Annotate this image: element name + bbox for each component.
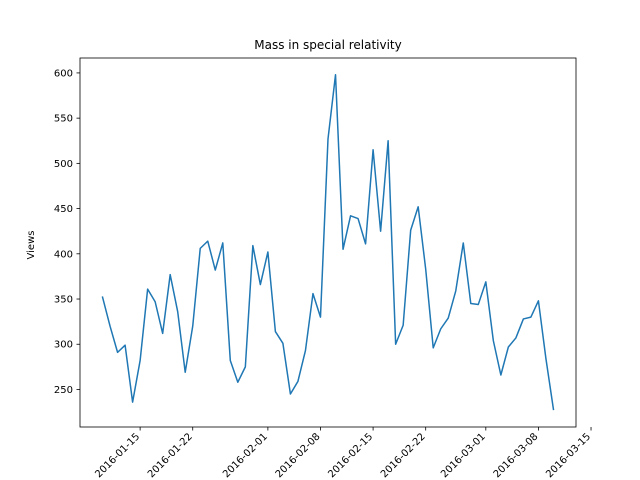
- y-tick-label: 550: [54, 114, 73, 125]
- plot-area-frame: [79, 57, 577, 428]
- y-tick-label: 500: [54, 159, 73, 170]
- y-axis: 250 300 350 400 450 500 550 600: [54, 68, 80, 396]
- y-tick-label: 600: [54, 68, 73, 79]
- y-axis-label: Views: [26, 231, 37, 260]
- y-tick-label: 350: [54, 295, 73, 306]
- y-tick-label: 400: [54, 249, 73, 260]
- chart-title: Mass in special relativity: [254, 38, 402, 52]
- y-tick-label: 450: [54, 204, 73, 215]
- y-tick-label: 300: [54, 340, 73, 351]
- y-tick-label: 250: [54, 385, 73, 396]
- series-line: [101, 73, 555, 411]
